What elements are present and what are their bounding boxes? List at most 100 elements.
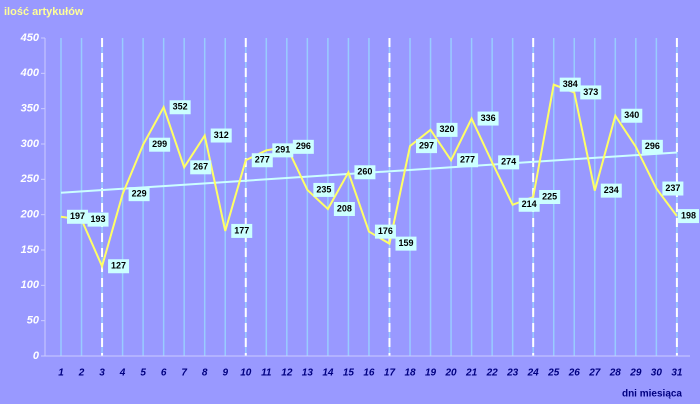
data-label-box xyxy=(580,85,602,100)
x-tick-label: 1 xyxy=(58,368,64,379)
data-label: 177 xyxy=(234,225,249,235)
data-label-box xyxy=(641,139,663,154)
x-tick-label: 4 xyxy=(119,368,126,379)
data-label: 229 xyxy=(132,189,147,199)
data-label: 296 xyxy=(296,141,311,151)
data-line xyxy=(60,83,678,270)
x-tick-label: 12 xyxy=(281,368,293,379)
data-label: 235 xyxy=(316,184,331,194)
data-label-box xyxy=(149,137,171,152)
x-tick-label: 23 xyxy=(506,368,519,379)
data-label-box xyxy=(251,153,273,168)
data-label: 208 xyxy=(337,203,352,213)
y-tick-label: 250 xyxy=(20,173,40,185)
x-tick-label: 13 xyxy=(302,368,314,379)
x-tick-label: 19 xyxy=(425,368,437,379)
data-label-box xyxy=(231,223,253,238)
data-label: 277 xyxy=(460,155,475,165)
data-label-box xyxy=(621,108,643,123)
x-tick-label: 28 xyxy=(609,368,622,379)
x-tick-label: 6 xyxy=(161,368,167,379)
data-label-box xyxy=(354,165,376,180)
data-label-box xyxy=(333,202,355,217)
y-tick-label: 400 xyxy=(20,67,40,79)
x-tick-label: 30 xyxy=(651,368,663,379)
data-label: 320 xyxy=(440,124,455,134)
x-tick-label: 14 xyxy=(322,368,334,379)
data-label: 277 xyxy=(255,155,270,165)
data-label-box xyxy=(518,197,540,212)
data-label-box xyxy=(292,139,314,154)
y-tick-label: 100 xyxy=(21,279,40,291)
data-label: 299 xyxy=(152,139,167,149)
x-tick-label: 26 xyxy=(568,368,581,379)
data-label: 312 xyxy=(214,130,229,140)
data-label-box xyxy=(477,111,499,126)
x-tick-label: 5 xyxy=(140,368,146,379)
x-tick-label: 20 xyxy=(445,368,458,379)
data-label: 198 xyxy=(681,210,696,220)
data-label-box xyxy=(272,143,294,158)
data-label: 234 xyxy=(604,185,619,195)
data-label-box xyxy=(169,100,191,115)
x-tick-label: 17 xyxy=(384,368,396,379)
data-label-box xyxy=(313,182,335,197)
data-label: 225 xyxy=(542,191,557,201)
data-label: 214 xyxy=(522,199,537,209)
data-label-box xyxy=(128,187,150,202)
x-tick-label: 9 xyxy=(222,368,228,379)
data-label-box xyxy=(374,224,396,239)
data-label-box xyxy=(498,155,520,170)
data-label: 197 xyxy=(70,211,85,221)
data-label-box xyxy=(67,209,88,224)
x-tick-label: 29 xyxy=(629,368,642,379)
data-label: 297 xyxy=(419,140,434,150)
data-label-box xyxy=(190,160,212,175)
x-tick-label: 24 xyxy=(527,368,540,379)
data-label-box xyxy=(662,181,684,196)
x-tick-label: 2 xyxy=(78,368,85,379)
data-label-box xyxy=(457,153,479,168)
x-tick-label: 25 xyxy=(547,368,560,379)
y-axis-title: ilość artykułów xyxy=(4,6,84,18)
x-tick-label: 22 xyxy=(486,368,499,379)
x-tick-label: 8 xyxy=(202,368,208,379)
data-label: 340 xyxy=(624,110,639,120)
data-label: 127 xyxy=(111,261,126,271)
data-label-box xyxy=(416,139,438,154)
data-label: 159 xyxy=(398,238,413,248)
data-label: 373 xyxy=(583,87,598,97)
data-label-box xyxy=(436,122,458,137)
data-label: 237 xyxy=(665,183,680,193)
data-label-box xyxy=(600,183,622,198)
data-label-box xyxy=(678,209,699,224)
data-label-box xyxy=(395,236,417,251)
data-label: 336 xyxy=(481,113,496,123)
x-tick-label: 10 xyxy=(240,368,252,379)
x-tick-label: 31 xyxy=(671,368,683,379)
data-label: 291 xyxy=(275,145,290,155)
y-tick-label: 450 xyxy=(20,32,40,44)
x-tick-label: 7 xyxy=(181,368,187,379)
y-tick-label: 300 xyxy=(21,138,40,150)
data-label: 193 xyxy=(91,214,106,224)
x-tick-label: 3 xyxy=(99,368,105,379)
data-label: 296 xyxy=(645,141,660,151)
y-tick-label: 200 xyxy=(20,209,40,221)
x-axis-title: dni miesiąca xyxy=(622,389,682,400)
data-label: 176 xyxy=(378,226,393,236)
data-label-box xyxy=(210,128,232,143)
x-tick-label: 11 xyxy=(261,368,272,379)
x-tick-label: 16 xyxy=(363,368,375,379)
y-tick-label: 0 xyxy=(33,350,40,362)
y-tick-label: 150 xyxy=(21,244,40,256)
x-tick-label: 18 xyxy=(404,368,416,379)
data-label: 274 xyxy=(501,157,516,167)
data-label: 352 xyxy=(173,102,188,112)
data-label-box xyxy=(539,190,561,204)
x-tick-label: 21 xyxy=(465,368,478,379)
y-tick-label: 350 xyxy=(21,103,40,115)
